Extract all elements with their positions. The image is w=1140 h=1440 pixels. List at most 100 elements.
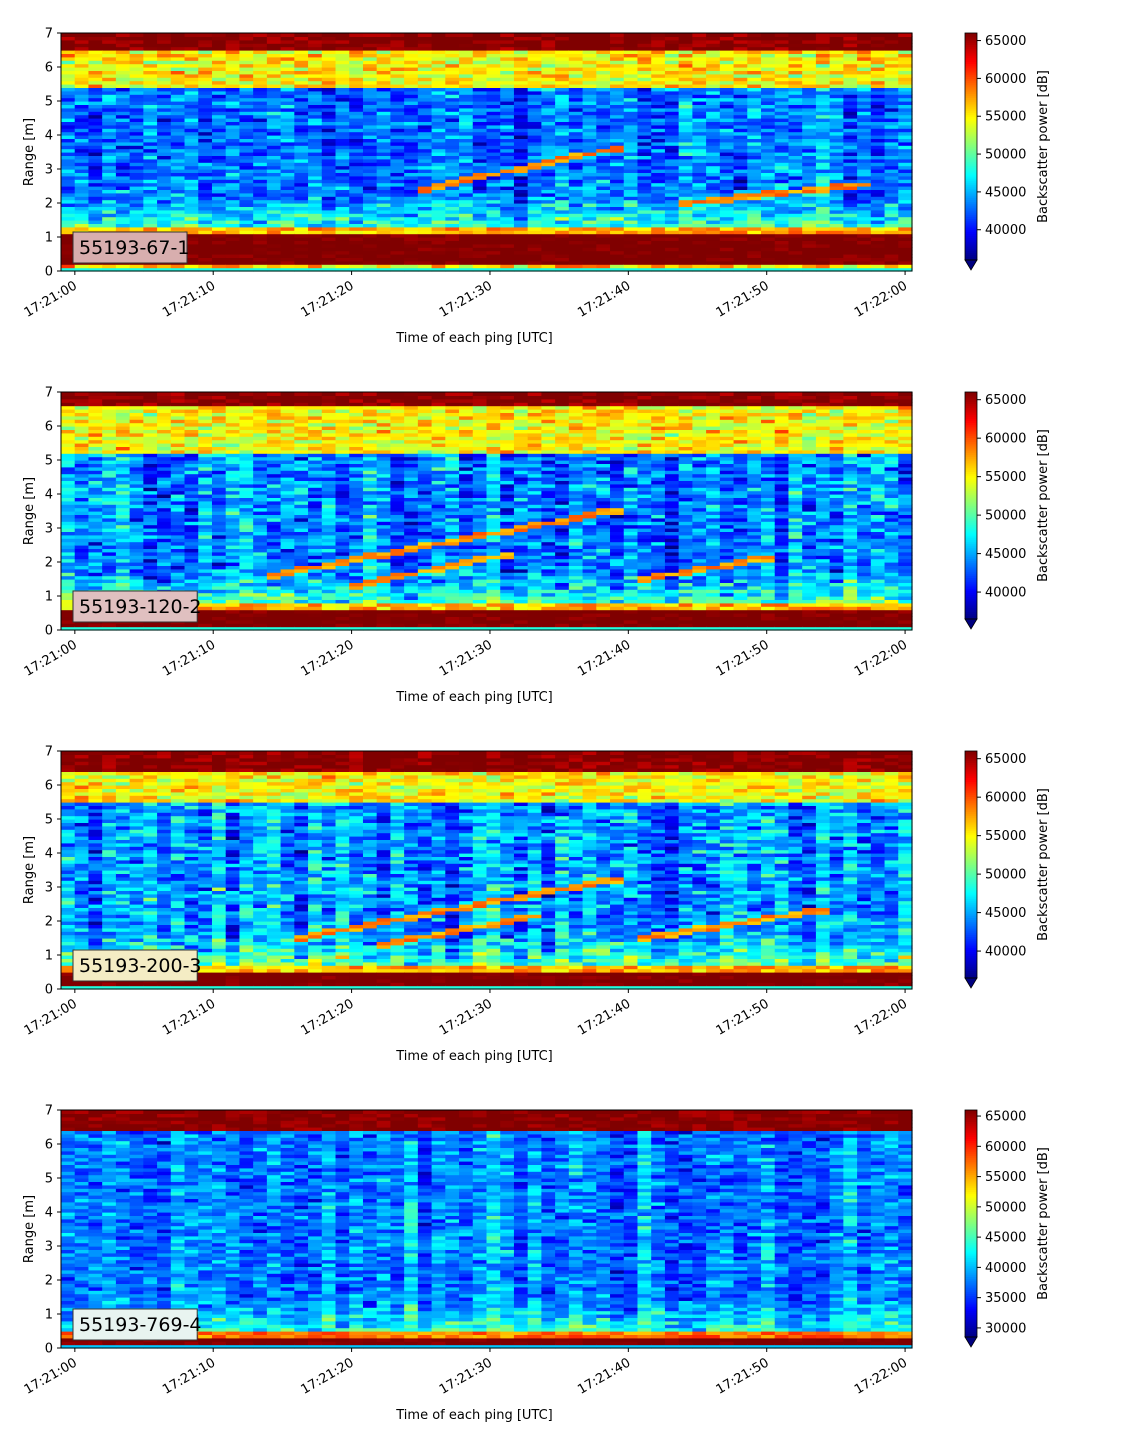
heatmap-cell	[500, 166, 514, 170]
heatmap-cell	[102, 193, 116, 197]
heatmap-cell	[747, 251, 761, 255]
heatmap-cell	[624, 264, 638, 268]
heatmap-cell	[500, 159, 514, 163]
heatmap-cell	[198, 251, 212, 255]
heatmap-cell	[788, 264, 802, 268]
heatmap-cell	[418, 33, 432, 37]
heatmap-cell	[212, 159, 226, 163]
heatmap-cell	[665, 251, 679, 255]
heatmap-cell	[212, 251, 226, 255]
heatmap-cell	[390, 176, 404, 180]
heatmap-cell	[775, 132, 789, 136]
heatmap-cell	[253, 217, 267, 221]
heatmap-cell	[624, 251, 638, 255]
heatmap-cell	[624, 210, 638, 214]
heatmap-cell	[569, 176, 583, 180]
colorbar-label: Backscatter power [dB]	[1036, 70, 1051, 223]
heatmap-cell	[487, 264, 501, 268]
heatmap-cell	[75, 142, 89, 146]
heatmap-cell	[500, 264, 514, 268]
heatmap-cell	[706, 142, 720, 146]
heatmap-cell	[706, 251, 720, 255]
heatmap-cell	[198, 210, 212, 214]
heatmap-cell	[651, 33, 665, 37]
x-tick-label: 17:21:10	[160, 278, 218, 320]
heatmap-cell	[802, 176, 816, 180]
heatmap-cell	[747, 244, 761, 248]
heatmap-cell	[651, 159, 665, 163]
heatmap-cell	[377, 149, 391, 153]
heatmap-cell	[445, 217, 459, 221]
heatmap-cell	[130, 227, 144, 231]
heatmap-cell	[857, 244, 871, 248]
heatmap-cell	[816, 159, 830, 163]
heatmap-cell	[898, 264, 912, 268]
heatmap-cell	[843, 183, 857, 187]
heatmap-cell	[871, 183, 885, 187]
heatmap-cell	[843, 244, 857, 248]
heatmap-cell	[843, 264, 857, 268]
heatmap-cell	[336, 149, 350, 153]
heatmap-cell	[692, 132, 706, 136]
heatmap-cell	[198, 142, 212, 146]
heatmap-cell	[692, 210, 706, 214]
heatmap-cell	[198, 217, 212, 221]
heatmap-cell	[404, 217, 418, 221]
heatmap-cell	[157, 159, 171, 163]
heatmap-cell	[171, 217, 185, 221]
heatmap-cell	[651, 183, 665, 187]
heatmap-cell	[473, 251, 487, 255]
heatmap-cell	[843, 159, 857, 163]
heatmap-cell	[445, 183, 459, 187]
heatmap-cell	[267, 193, 281, 197]
heatmap-cell	[267, 234, 281, 238]
heatmap-cell	[308, 33, 322, 37]
heatmap-cell	[583, 149, 597, 153]
heatmap-cell	[143, 183, 157, 187]
heatmap-cell	[843, 132, 857, 136]
x-tick-label: 17:21:00	[22, 278, 80, 320]
heatmap-cell	[624, 193, 638, 197]
heatmap-cell	[857, 234, 871, 238]
heatmap-cell	[226, 210, 240, 214]
heatmap-cell	[747, 33, 761, 37]
heatmap-cell	[692, 149, 706, 153]
heatmap-cell	[294, 176, 308, 180]
heatmap-cell	[308, 176, 322, 180]
heatmap-cell	[541, 251, 555, 255]
heatmap-cell	[267, 244, 281, 248]
heatmap-cell	[816, 200, 830, 204]
heatmap-cell	[734, 132, 748, 136]
heatmap-cell	[198, 183, 212, 187]
heatmap-cell	[898, 217, 912, 221]
heatmap-cell	[432, 33, 446, 37]
heatmap-cell	[885, 33, 899, 37]
heatmap-cell	[692, 244, 706, 248]
heatmap-cell	[802, 193, 816, 197]
heatmap-cell	[473, 159, 487, 163]
heatmap-cell	[116, 392, 130, 396]
heatmap-cell	[720, 132, 734, 136]
heatmap-cell	[432, 244, 446, 248]
heatmap-cell	[336, 200, 350, 204]
heatmap-cell	[267, 166, 281, 170]
heatmap-cell	[898, 142, 912, 146]
heatmap-cell	[734, 264, 748, 268]
heatmap-cell	[500, 33, 514, 37]
heatmap-cell	[706, 200, 720, 204]
heatmap-cell	[816, 244, 830, 248]
heatmap-cell	[130, 402, 144, 406]
heatmap-cell	[541, 193, 555, 197]
heatmap-cell	[596, 234, 610, 238]
heatmap-cell	[775, 149, 789, 153]
heatmap-cell	[61, 227, 75, 231]
heatmap-cell	[363, 193, 377, 197]
heatmap-cell	[239, 251, 253, 255]
heatmap-cell	[816, 210, 830, 214]
heatmap-cell	[171, 132, 185, 136]
heatmap-cell	[322, 132, 336, 136]
heatmap-cell	[308, 132, 322, 136]
heatmap-cell	[445, 159, 459, 163]
heatmap-cell	[637, 132, 651, 136]
heatmap-cell	[514, 210, 528, 214]
